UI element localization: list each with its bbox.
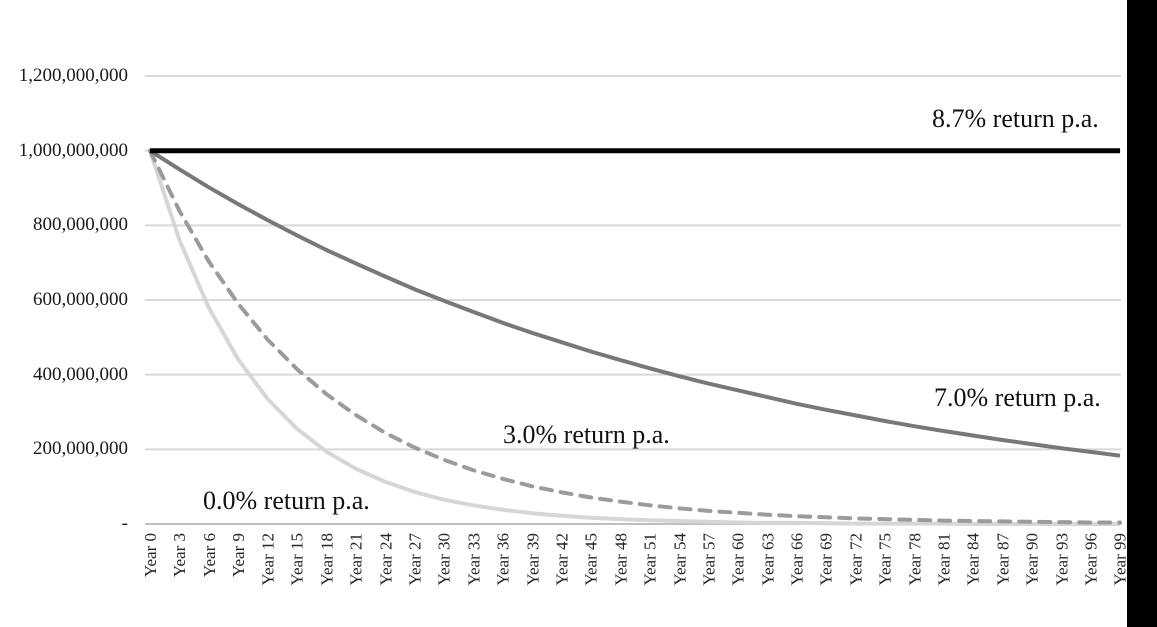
x-tick-label: Year 51 bbox=[640, 533, 660, 586]
x-tick-label: Year 69 bbox=[817, 533, 837, 586]
x-tick-label: Year 36 bbox=[493, 533, 513, 586]
series-line-7.0..-percent bbox=[148, 149, 1121, 458]
x-tick-label: Year 90 bbox=[1022, 533, 1042, 586]
x-tick-label: Year 9 bbox=[229, 533, 249, 578]
x-tick-label: Year 18 bbox=[317, 533, 337, 586]
x-tick-label: Year 12 bbox=[258, 533, 278, 586]
x-tick-label: Year 21 bbox=[346, 533, 366, 586]
x-tick-label: Year 54 bbox=[670, 533, 690, 586]
x-tick-label: Year 15 bbox=[287, 533, 307, 586]
x-tick-label: Year 39 bbox=[523, 533, 543, 586]
x-tick-label: Year 60 bbox=[728, 533, 748, 586]
x-tick-label: Year 42 bbox=[552, 533, 572, 586]
x-tick-label: Year 81 bbox=[934, 533, 954, 586]
series-line-0.0..-percent bbox=[148, 150, 1120, 526]
x-tick-label: Year 3 bbox=[170, 533, 190, 578]
y-tick-label: 1,000,000,000 bbox=[18, 139, 128, 161]
x-tick-label: Year 96 bbox=[1081, 533, 1101, 586]
x-tick-label: Year 45 bbox=[581, 533, 601, 586]
x-tick-label: Year 78 bbox=[905, 533, 925, 586]
x-tick-label: Year 84 bbox=[964, 533, 984, 586]
screenshot-black-edge-strip bbox=[1127, 0, 1157, 627]
x-tick-label: Year 0 bbox=[141, 533, 160, 578]
y-tick-label: 200,000,000 bbox=[33, 438, 128, 460]
y-tick-label: 1,200,000,000 bbox=[18, 65, 128, 86]
x-tick-label: Year 72 bbox=[846, 533, 866, 586]
series-label-0.0-percent: 0.0% return p.a. bbox=[203, 486, 370, 515]
y-tick-label: 400,000,000 bbox=[33, 363, 128, 385]
y-tick-label: 600,000,000 bbox=[33, 289, 128, 310]
x-tick-label: Year 75 bbox=[875, 533, 895, 586]
x-tick-label: Year 6 bbox=[199, 533, 219, 578]
series-line-3.0..-percent bbox=[148, 148, 1122, 525]
y-tick-label: 800,000,000 bbox=[33, 214, 128, 236]
series-label-8.7-percent: 8.7% return p.a. bbox=[932, 104, 1099, 133]
x-tick-label: Year 33 bbox=[464, 533, 484, 586]
y-tick-label: - bbox=[121, 513, 128, 534]
x-tick-label: Year 48 bbox=[611, 533, 631, 586]
x-tick-label: Year 27 bbox=[405, 533, 425, 586]
x-tick-label: Year 30 bbox=[434, 533, 454, 586]
plot-area bbox=[145, 75, 1122, 526]
series-label-7.0-percent: 7.0% return p.a. bbox=[934, 383, 1101, 412]
x-tick-label: Year 57 bbox=[699, 533, 719, 586]
series-label-3.0-percent: 3.0% return p.a. bbox=[503, 420, 670, 449]
x-tick-label: Year 87 bbox=[993, 533, 1013, 586]
x-tick-label: Year 63 bbox=[758, 533, 778, 586]
x-tick-label: Year 93 bbox=[1052, 533, 1072, 586]
line-chart-canvas bbox=[145, 75, 1122, 526]
x-tick-label: Year 66 bbox=[787, 533, 807, 586]
x-tick-label: Year 24 bbox=[376, 533, 396, 586]
